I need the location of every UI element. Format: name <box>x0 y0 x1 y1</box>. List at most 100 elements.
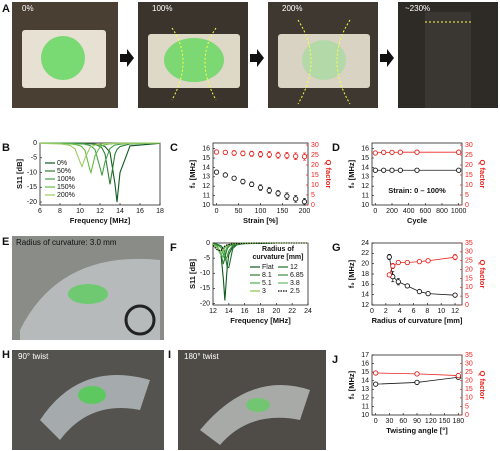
arrow <box>380 49 394 67</box>
marker <box>373 370 379 376</box>
x-tick-label: 150 <box>439 418 451 425</box>
marker <box>389 167 395 173</box>
glow <box>68 284 108 304</box>
x-axis-title: Cycle <box>407 216 427 225</box>
x-axis-title: Twisting angle [°] <box>386 426 448 435</box>
y2-tick-label: 30 <box>311 142 319 149</box>
y2-axis-title: Q factor <box>478 371 487 400</box>
y-tick-label: 14 <box>361 164 369 171</box>
y-tick-label: 16 <box>361 145 369 152</box>
y2-tick-label: 10 <box>465 182 473 189</box>
marker <box>249 151 255 157</box>
marker <box>416 288 423 295</box>
y2-tick-label: 15 <box>311 172 319 179</box>
marker <box>395 259 401 266</box>
legend-entry: 5.1 <box>262 280 272 287</box>
y-tick-label: 17 <box>361 352 369 359</box>
marker <box>284 193 290 199</box>
legend-entry: Flat <box>262 264 274 271</box>
marker <box>373 381 379 387</box>
legend-entry: 200% <box>57 192 75 199</box>
y2-tick-label: 25 <box>311 152 319 159</box>
x-tick-label: 200 <box>299 208 311 215</box>
y-tick-label: 11 <box>362 403 369 410</box>
x-tick-label: 16 <box>136 208 144 215</box>
y-axis-title: f₀ [MHz] <box>347 259 356 288</box>
x-tick-label: 0 <box>215 208 219 215</box>
stretched-film <box>425 12 471 108</box>
marker <box>257 151 264 157</box>
legend-entry: 50% <box>57 168 71 175</box>
x-tick-label: 0 <box>374 418 378 425</box>
x-tick-label: 0 <box>370 308 374 315</box>
x-tick-label: 6 <box>412 308 416 315</box>
x-tick-label: 4 <box>398 308 402 315</box>
y2-tick-label: 10 <box>311 182 319 189</box>
y2-axis-title: Q factor <box>478 160 487 189</box>
legend-entry: 3.8 <box>290 280 300 287</box>
x-tick-label: 100 <box>255 208 267 215</box>
y2-tick-label: 5 <box>465 293 469 300</box>
glow <box>41 36 85 80</box>
outline <box>171 27 217 101</box>
photo-row-a: A 0% 100% 200% ~230% <box>2 2 498 108</box>
y2-tick-label: 10 <box>465 284 473 291</box>
glow <box>246 398 270 412</box>
legend-entry: 2.5 <box>290 288 300 295</box>
panel-letter: B <box>2 142 10 154</box>
y-tick-label: 15 <box>361 155 369 162</box>
series-line <box>39 142 161 169</box>
photo-e: E Radius of curvature: 3.0 mm <box>2 236 164 340</box>
y-tick-label: 10 <box>361 412 369 419</box>
marker <box>213 149 220 155</box>
marker <box>456 149 462 155</box>
y2-tick-label: 35 <box>465 352 473 359</box>
outline <box>297 19 351 105</box>
y-tick-label: 16 <box>361 360 369 367</box>
y-tick-label: 22 <box>361 250 369 257</box>
legend-entry: 3 <box>262 288 266 295</box>
photo-caption: Radius of curvature: 3.0 mm <box>16 238 117 247</box>
y-tick-label: -15 <box>27 184 37 191</box>
y-axis-title: f₀ [MHz] <box>347 370 356 399</box>
marker <box>404 259 410 266</box>
glow <box>78 386 106 404</box>
y-axis-title: S11 [dB] <box>188 258 197 289</box>
x-tick-label: 8 <box>425 308 429 315</box>
legend-title: Radius of <box>262 246 295 253</box>
legend-title: curvature [mm] <box>253 254 304 261</box>
marker <box>381 167 387 173</box>
legend-entry: 6.85 <box>290 272 304 279</box>
y2-tick-label: 25 <box>465 258 473 265</box>
y-tick-label: 10 <box>361 202 369 209</box>
y-tick-label: 12 <box>361 183 369 190</box>
marker <box>275 190 281 196</box>
x-tick-label: 800 <box>436 208 448 215</box>
y-tick-label: -5 <box>31 155 37 162</box>
y-tick-label: 0 <box>206 240 210 247</box>
marker <box>395 279 401 285</box>
y2-axis-title: Q factor <box>324 160 333 189</box>
panel-letter: A <box>2 3 10 15</box>
marker <box>293 196 299 202</box>
marker <box>240 150 246 157</box>
x-tick-label: 90 <box>413 418 421 425</box>
annotation: Strain: 0 – 100% <box>388 186 446 195</box>
y-tick-label: 14 <box>361 292 369 299</box>
y2-tick-label: 5 <box>465 403 469 410</box>
x-tick-label: 400 <box>403 208 415 215</box>
y-tick-label: -15 <box>200 285 210 292</box>
y2-tick-label: 35 <box>465 240 473 247</box>
marker <box>372 150 378 156</box>
x-tick-label: 18 <box>156 208 164 215</box>
x-tick-label: 14 <box>225 308 233 315</box>
y2-tick-label: 20 <box>465 378 473 385</box>
photo-h: H 90° twist <box>2 349 164 450</box>
y-tick-label: -10 <box>27 169 37 176</box>
x-axis-title: Strain [%] <box>243 216 279 225</box>
marker <box>425 258 431 264</box>
x-tick-label: 16 <box>241 308 249 315</box>
marker <box>386 272 392 278</box>
series-line <box>388 256 456 276</box>
